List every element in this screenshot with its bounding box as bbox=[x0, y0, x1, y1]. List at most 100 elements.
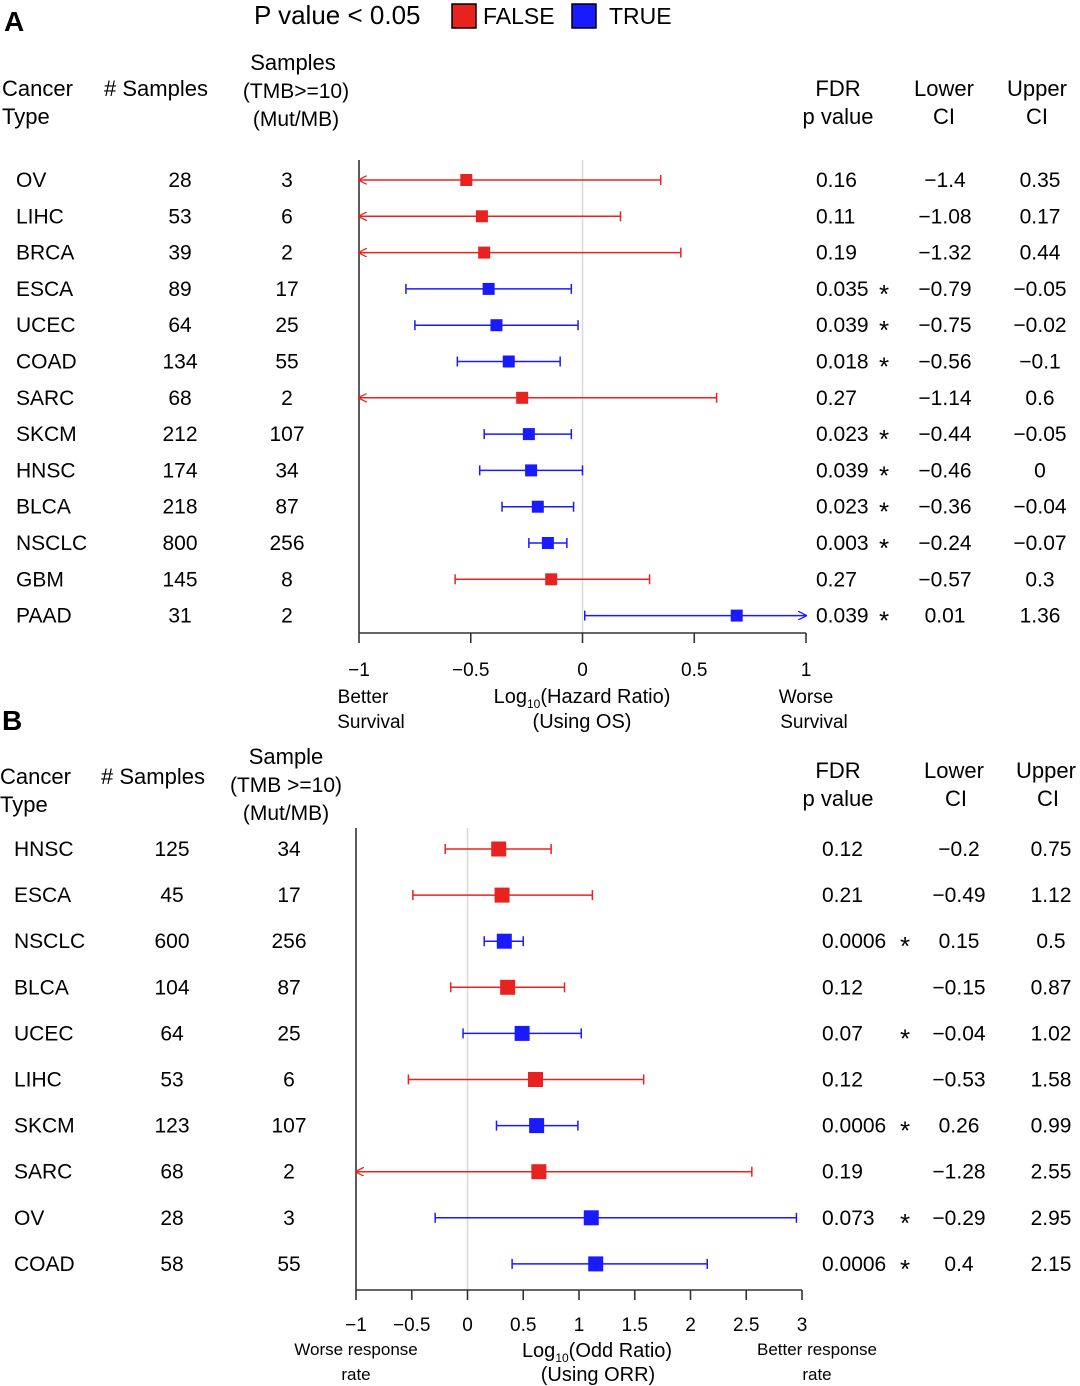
cancer-type-cell: ESCA bbox=[14, 884, 71, 907]
header-upper-ci-line1: Upper bbox=[1016, 758, 1076, 783]
cancer-type-cell: COAD bbox=[14, 1253, 75, 1276]
significance-star-icon: * bbox=[879, 606, 889, 636]
fdr-p-value-cell: 0.27 bbox=[816, 387, 857, 410]
tmb-samples-cell: 17 bbox=[277, 884, 300, 907]
header-upper-ci-line1: Upper bbox=[1007, 76, 1067, 101]
tmb-samples-cell: 87 bbox=[275, 496, 298, 519]
x-tick-label: 0.5 bbox=[510, 1315, 536, 1336]
fdr-p-value-cell: 0.0006 bbox=[822, 930, 886, 953]
x-axis-title-sub: 10 bbox=[527, 697, 541, 711]
tmb-samples-cell: 8 bbox=[281, 568, 293, 591]
point-estimate-marker bbox=[588, 1256, 604, 1272]
cancer-type-cell: GBM bbox=[16, 568, 64, 591]
upper-ci-cell: 1.12 bbox=[1031, 884, 1072, 907]
cancer-type-cell: BLCA bbox=[14, 976, 69, 999]
panel-label-a: A bbox=[4, 6, 24, 37]
point-estimate-marker bbox=[730, 609, 743, 622]
cancer-type-cell: PAAD bbox=[16, 605, 72, 628]
header-lower-ci-line1: Lower bbox=[924, 758, 984, 783]
point-estimate-marker bbox=[545, 573, 558, 586]
table-row: LIHC 53 6 0.12 −0.53 1.58 bbox=[14, 1069, 1071, 1092]
lower-ci-cell: −0.46 bbox=[918, 459, 971, 482]
cancer-type-cell: OV bbox=[16, 169, 46, 192]
point-estimate-marker bbox=[496, 933, 512, 949]
tmb-samples-cell: 87 bbox=[277, 976, 300, 999]
lower-ci-cell: 0.4 bbox=[944, 1253, 974, 1276]
header-fdr-line1: FDR bbox=[815, 76, 860, 101]
upper-ci-cell: 2.55 bbox=[1031, 1161, 1072, 1184]
x-axis-title-suffix: (Hazard Ratio) bbox=[540, 686, 670, 708]
tmb-samples-cell: 34 bbox=[275, 459, 299, 482]
table-row: HNSC 174 34 0.039 * −0.46 0 bbox=[16, 459, 1046, 490]
lower-ci-cell: −1.28 bbox=[932, 1161, 985, 1184]
table-row: NSCLC 800 256 0.003 * −0.24 −0.07 bbox=[16, 532, 1067, 563]
table-row: LIHC 53 6 0.11 −1.08 0.17 bbox=[16, 205, 1060, 228]
tmb-samples-cell: 25 bbox=[275, 314, 298, 337]
upper-ci-cell: 0.87 bbox=[1031, 976, 1072, 999]
samples-cell: 58 bbox=[160, 1253, 183, 1276]
point-estimate-marker bbox=[500, 979, 516, 995]
tmb-samples-cell: 2 bbox=[281, 387, 293, 410]
point-estimate-marker bbox=[502, 355, 515, 368]
cancer-type-cell: COAD bbox=[16, 351, 77, 374]
significance-star-icon: * bbox=[900, 1254, 910, 1284]
tmb-samples-cell: 2 bbox=[283, 1161, 295, 1184]
cancer-type-cell: SKCM bbox=[14, 1115, 75, 1138]
left-note-line1: Better bbox=[338, 687, 389, 708]
fdr-p-value-cell: 0.07 bbox=[822, 1022, 863, 1045]
fdr-p-value-cell: 0.27 bbox=[816, 568, 857, 591]
significance-star-icon: * bbox=[879, 460, 889, 490]
table-row: ESCA 45 17 0.21 −0.49 1.12 bbox=[14, 884, 1071, 907]
fdr-p-value-cell: 0.073 bbox=[822, 1207, 875, 1230]
table-row: GBM 145 8 0.27 −0.57 0.3 bbox=[16, 568, 1055, 591]
point-estimate-marker bbox=[491, 841, 507, 857]
table-row: BLCA 104 87 0.12 −0.15 0.87 bbox=[14, 976, 1071, 999]
x-axis-title: Log10(Hazard Ratio) bbox=[494, 686, 671, 711]
point-estimate-marker bbox=[531, 500, 544, 513]
samples-cell: 68 bbox=[168, 387, 191, 410]
upper-ci-cell: −0.04 bbox=[1013, 496, 1066, 519]
cancer-type-cell: UCEC bbox=[16, 314, 76, 337]
fdr-p-value-cell: 0.0006 bbox=[822, 1253, 886, 1276]
upper-ci-cell: 0.3 bbox=[1025, 568, 1054, 591]
tmb-samples-cell: 256 bbox=[271, 930, 306, 953]
fdr-p-value-cell: 0.039 bbox=[816, 314, 869, 337]
lower-ci-cell: −0.53 bbox=[932, 1069, 985, 1092]
point-estimate-marker bbox=[478, 246, 491, 259]
lower-ci-cell: 0.01 bbox=[925, 605, 966, 628]
significance-star-icon: * bbox=[879, 315, 889, 345]
table-row: SKCM 212 107 0.023 * −0.44 −0.05 bbox=[16, 423, 1067, 454]
point-estimate-marker bbox=[475, 210, 488, 223]
cancer-type-cell: NSCLC bbox=[14, 930, 85, 953]
fdr-p-value-cell: 0.12 bbox=[822, 1069, 863, 1092]
cancer-type-cell: LIHC bbox=[14, 1069, 62, 1092]
lower-ci-cell: −0.24 bbox=[918, 532, 971, 555]
x-axis-title-line2: (Using ORR) bbox=[541, 1364, 655, 1386]
header-upper-ci-line2: CI bbox=[1026, 104, 1048, 129]
header-lower-ci-line1: Lower bbox=[914, 76, 974, 101]
point-estimate-marker bbox=[522, 428, 535, 441]
header-fdr-line2: p value bbox=[803, 104, 874, 129]
samples-cell: 134 bbox=[162, 351, 197, 374]
header-upper-ci-line2: CI bbox=[1037, 786, 1059, 811]
fdr-p-value-cell: 0.16 bbox=[816, 169, 857, 192]
header-tmb-line2: (TMB >=10) bbox=[230, 774, 342, 797]
tmb-samples-cell: 3 bbox=[283, 1207, 295, 1230]
cancer-type-cell: ESCA bbox=[16, 278, 73, 301]
header-samples: # Samples bbox=[101, 764, 205, 789]
significance-star-icon: * bbox=[879, 497, 889, 527]
header-tmb-line3: (Mut/MB) bbox=[253, 108, 339, 131]
upper-ci-cell: 0.6 bbox=[1025, 387, 1054, 410]
lower-ci-cell: −0.75 bbox=[918, 314, 971, 337]
point-estimate-marker bbox=[541, 537, 554, 549]
point-estimate-marker bbox=[460, 174, 473, 186]
x-axis-title-prefix: Log bbox=[494, 686, 527, 708]
fdr-p-value-cell: 0.12 bbox=[822, 838, 863, 861]
tmb-samples-cell: 256 bbox=[269, 532, 304, 555]
samples-cell: 53 bbox=[168, 205, 191, 228]
lower-ci-cell: 0.15 bbox=[939, 930, 980, 953]
x-tick-label: 0.5 bbox=[681, 660, 707, 681]
point-estimate-marker bbox=[583, 1210, 599, 1226]
